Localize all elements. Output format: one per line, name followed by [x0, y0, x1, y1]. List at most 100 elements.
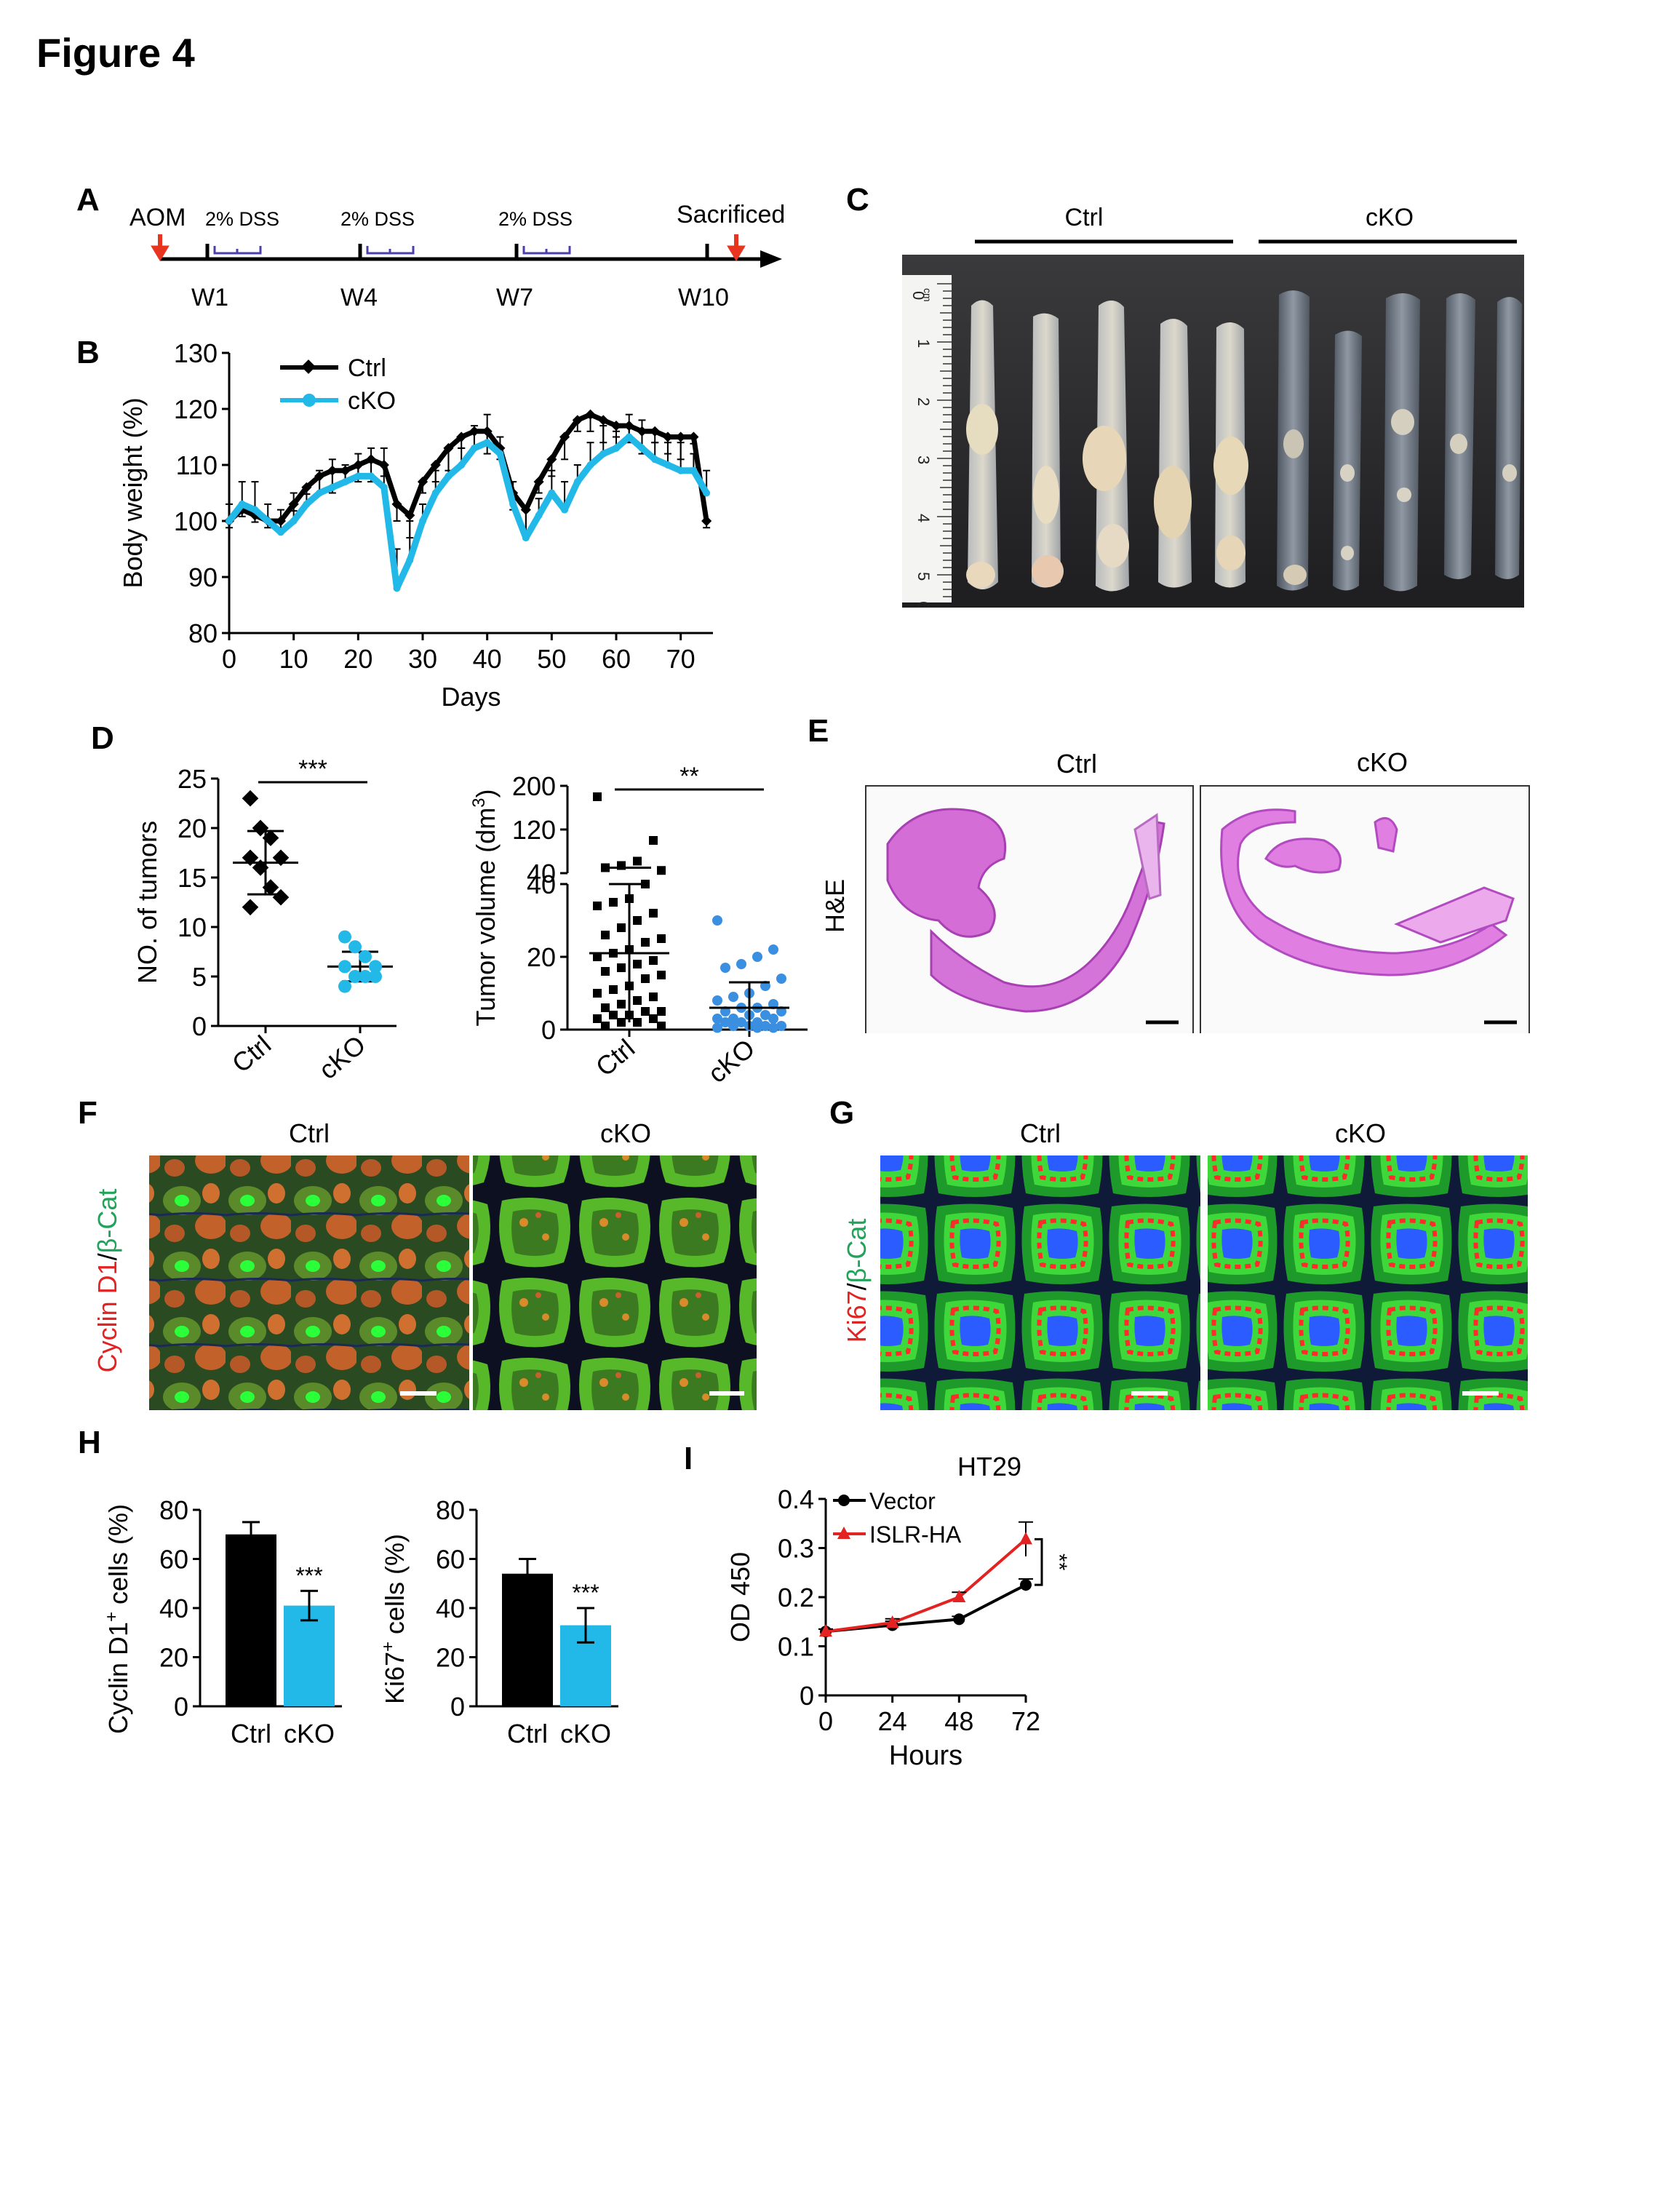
- dr-point-Ctrl: [649, 992, 658, 1001]
- b-legend-marker-ctrl: [301, 359, 316, 374]
- group-labels-c: Ctrl cKO: [975, 204, 1517, 244]
- dr-point-Ctrl: [649, 956, 658, 965]
- dr-point-Ctrl: [601, 1003, 610, 1012]
- dr-point-Ctrl: [633, 856, 642, 866]
- H-right-xtick-label: Ctrl: [507, 1719, 548, 1748]
- dr-point-Ctrl: [649, 1014, 658, 1023]
- H-right-ytick-label: 80: [436, 1495, 465, 1525]
- b-point-cKO: [276, 528, 284, 536]
- dr-point-cKO: [712, 915, 722, 926]
- i-point-Vector: [953, 1613, 965, 1626]
- dr-point-Ctrl: [641, 938, 650, 947]
- b-point-cKO: [703, 489, 711, 497]
- timeline-a: AOM Sacrificed 2% DSS 2% DSS 2% DSS W1 W…: [129, 201, 785, 311]
- b-point-cKO: [599, 450, 607, 458]
- week-ticks: [205, 244, 709, 259]
- b-point-Ctrl: [675, 431, 686, 442]
- dr-sig-label: **: [679, 763, 698, 790]
- b-point-Ctrl: [650, 426, 661, 437]
- dr-point-cKO: [736, 959, 746, 969]
- H-right-ytick-label: 20: [436, 1643, 465, 1673]
- b-point-cKO: [290, 517, 298, 525]
- b-point-cKO: [264, 517, 272, 525]
- week-label-w1: W1: [191, 284, 228, 311]
- g-col-ctrl: Ctrl: [1020, 1118, 1061, 1148]
- b-ytick-label: 130: [174, 338, 218, 368]
- week-label-w10: W10: [678, 284, 729, 311]
- g-col-cko: cKO: [1335, 1118, 1386, 1148]
- chart-cyclin-d1: 0 20 40 60 80 Cyclin D1+ cells (%) Ctrl cKO ***: [102, 1495, 342, 1748]
- dr-point-Ctrl: [593, 1014, 602, 1023]
- H-left-bar-cKO: [284, 1605, 335, 1706]
- week-label-w7: W7: [496, 284, 533, 311]
- b-point-cKO: [406, 556, 414, 564]
- chart-tumor-number: 0 5 10 15 20 25 NO. of tumors Ctrl cKO ***: [132, 757, 396, 1085]
- aom-label: AOM: [129, 204, 186, 231]
- b-xtick-label: 60: [602, 644, 631, 674]
- dr-point-Ctrl: [657, 1007, 666, 1016]
- b-point-Ctrl: [327, 465, 338, 476]
- i-point-ISLR-HA: [952, 1590, 966, 1602]
- b-xtick-label: 10: [279, 644, 308, 674]
- b-point-Ctrl: [623, 421, 634, 431]
- dr-xtick-label: cKO: [702, 1033, 760, 1089]
- b-line-Ctrl: [227, 412, 709, 524]
- sacrificed-label: Sacrificed: [677, 201, 785, 228]
- dl-point-Ctrl: [272, 888, 290, 906]
- i-line-Vector: [825, 1583, 1027, 1634]
- dl-ytick-label: 0: [192, 1011, 207, 1041]
- ruler-numbers: 0 cm 1 2 3 4 5 6: [909, 288, 933, 608]
- b-point-cKO: [586, 461, 594, 469]
- b-point-Ctrl: [430, 459, 441, 471]
- b-legend-marker-cko: [303, 394, 316, 407]
- g-stain-red: Ki67: [844, 1290, 872, 1342]
- b-point-Ctrl: [443, 442, 454, 453]
- dl-point-cKO: [338, 979, 351, 993]
- ruler-num-1: 1: [914, 339, 933, 348]
- b-point-Ctrl: [533, 477, 544, 488]
- b-point-cKO: [522, 534, 530, 542]
- H-right-ytick-label: 60: [436, 1545, 465, 1575]
- g-stain-sep: /: [844, 1283, 872, 1290]
- H-right-ylabel: Ki67+ cells (%): [378, 1534, 410, 1704]
- b-ytick-label: 80: [188, 618, 218, 648]
- dl-ylabel: NO. of tumors: [132, 821, 162, 984]
- dr-point-cKO: [768, 1014, 778, 1024]
- dr-point-Ctrl: [601, 863, 610, 872]
- panel-letter-a: A: [76, 182, 100, 218]
- i-ytick-label: 0.4: [778, 1484, 814, 1514]
- dr-point-cKO: [728, 992, 738, 1002]
- dr-point-Ctrl: [657, 934, 666, 943]
- b-point-Ctrl: [701, 515, 712, 527]
- panel-letter-b: B: [76, 335, 100, 370]
- H-left-ylabel: Cyclin D1+ cells (%): [102, 1504, 133, 1734]
- b-point-cKO: [483, 439, 491, 447]
- dr-point-cKO: [728, 1021, 738, 1031]
- dr-point-cKO: [728, 1014, 738, 1024]
- chart-od450: HT29 0 0.1 0.2 0.3 0.4 0 24 48 72 Hours OD 450 Vecto…: [725, 1452, 1071, 1771]
- dl-ytick-label: 20: [178, 813, 207, 843]
- dr-point-cKO: [768, 1022, 778, 1033]
- b-point-cKO: [341, 478, 349, 486]
- dl-point-cKO: [348, 970, 362, 983]
- b-point-Ctrl: [688, 431, 699, 442]
- g-stain-green: β-Cat: [844, 1219, 872, 1284]
- b-point-cKO: [303, 500, 311, 508]
- f-stain-sep: /: [95, 1253, 122, 1260]
- b-point-Ctrl: [585, 409, 596, 420]
- he-col-ctrl: Ctrl: [1056, 749, 1097, 779]
- group-label-ctrl: Ctrl: [1065, 204, 1104, 231]
- he-tissue-cko: [1220, 808, 1515, 976]
- H-right-sig-label: ***: [572, 1580, 599, 1606]
- H-left-ytick-label: 40: [159, 1594, 188, 1623]
- H-left-ytick-label: 60: [159, 1545, 188, 1575]
- dl-point-cKO: [359, 970, 372, 983]
- b-ytick-label: 120: [174, 394, 218, 424]
- ruler-num-6: 6: [914, 601, 933, 608]
- chart-ki67: 0 20 40 60 80 Ki67+ cells (%) Ctrl cKO ***: [378, 1495, 618, 1748]
- panel-letter-d: D: [91, 720, 114, 756]
- dss-label-2: 2% DSS: [340, 208, 415, 230]
- dr-point-cKO: [712, 1022, 722, 1033]
- dl-point-cKO: [359, 950, 372, 963]
- dss-label-1: 2% DSS: [205, 208, 279, 230]
